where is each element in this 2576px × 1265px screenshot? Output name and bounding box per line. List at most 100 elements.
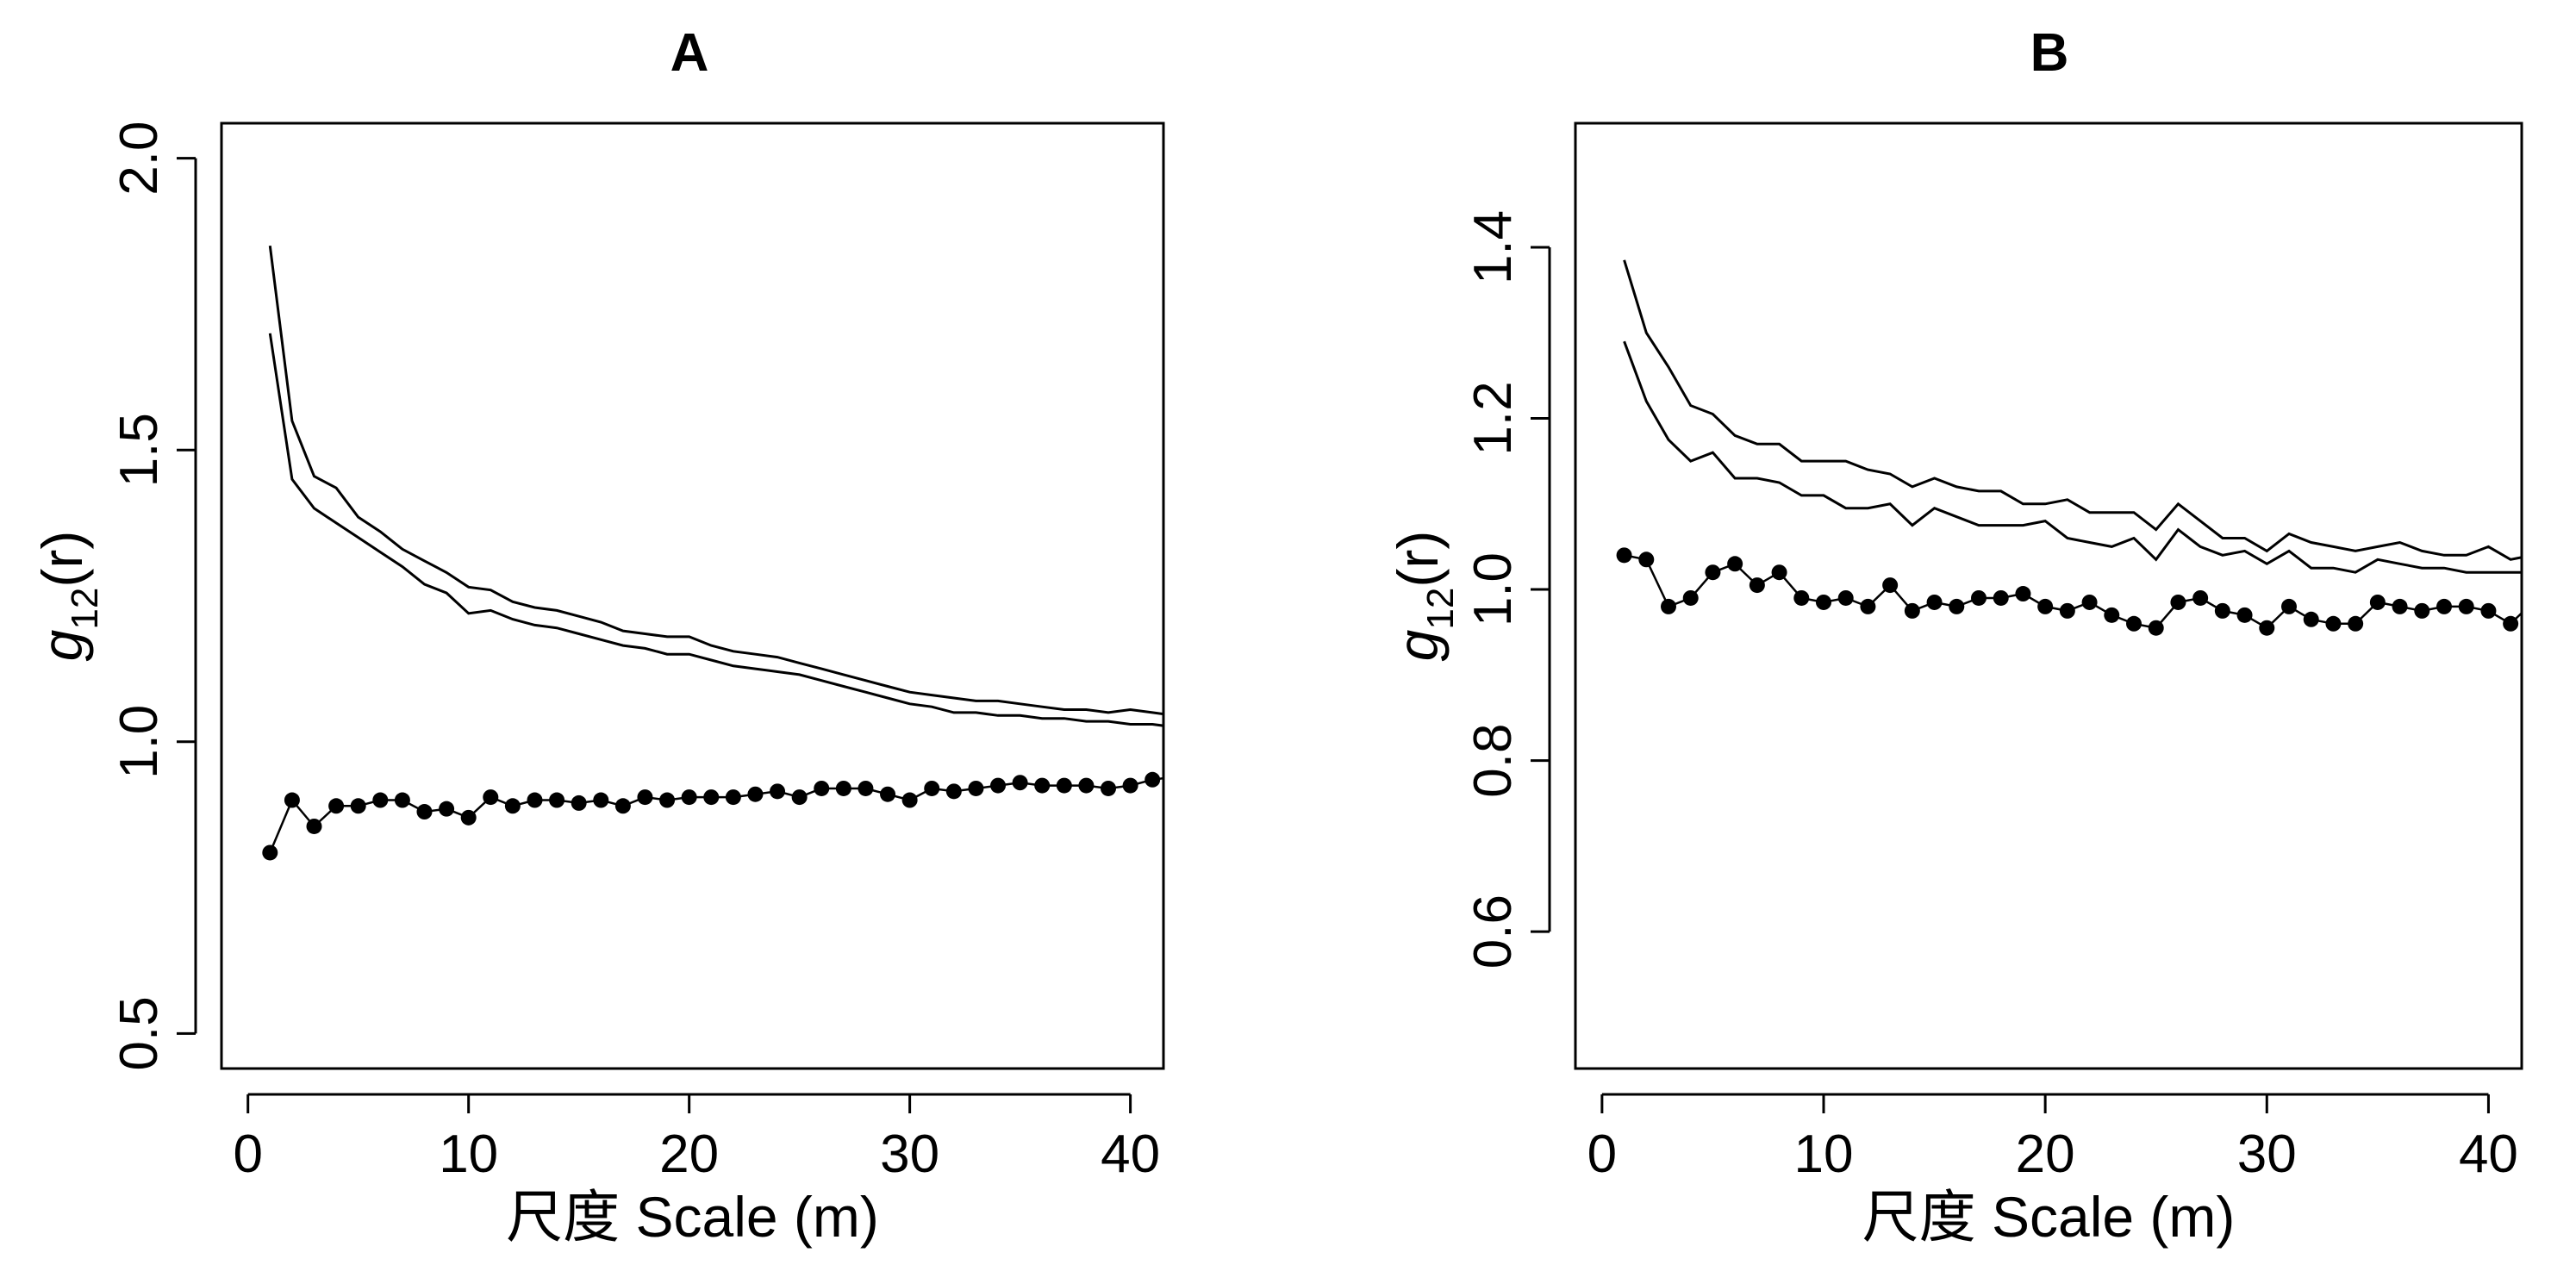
- observed-point: [747, 786, 764, 802]
- observed-point: [659, 792, 676, 808]
- plot-frame: [220, 122, 1165, 1070]
- observed-point: [814, 780, 830, 796]
- observed-point: [880, 786, 896, 802]
- observed-point: [1771, 564, 1787, 581]
- x-tick-label: 40: [1101, 1125, 1160, 1184]
- observed-point: [2458, 598, 2474, 614]
- observed-point: [1860, 598, 1876, 614]
- observed-point: [703, 789, 720, 806]
- x-tick-label: 40: [2459, 1125, 2518, 1184]
- observed-point: [483, 789, 499, 806]
- observed-point: [394, 792, 410, 808]
- observed-point: [1034, 777, 1051, 794]
- lower-envelope-line: [268, 333, 1163, 727]
- observed-point: [2503, 615, 2519, 632]
- upper-envelope-line: [1623, 259, 2522, 561]
- observed-point: [2081, 594, 2098, 610]
- panel-a: A 0 10 20 30 40 尺度 Scale (m) 0.5 1.0 1.5 2.0 g12(r): [30, 23, 1165, 1249]
- observed-point: [549, 792, 565, 808]
- chart-title: A: [671, 23, 709, 83]
- observed-point: [791, 789, 808, 806]
- observed-point: [372, 792, 389, 808]
- observed-point: [439, 801, 455, 817]
- observed-point: [2392, 598, 2408, 614]
- y-tick-label: 0.5: [109, 996, 169, 1070]
- observed-point: [1993, 589, 2009, 606]
- observed-point: [990, 777, 1007, 794]
- observed-point: [1749, 577, 1765, 594]
- observed-point: [1638, 551, 1655, 568]
- observed-point: [2436, 598, 2452, 614]
- y-axis: 0.5 1.0 1.5 2.0: [109, 122, 197, 1070]
- x-tick-label: 20: [659, 1125, 719, 1184]
- y-tick-label: 0.8: [1463, 724, 1523, 798]
- observed-point: [2037, 598, 2054, 614]
- observed-point: [1661, 598, 1676, 614]
- x-tick-label: 10: [439, 1125, 498, 1184]
- observed-point: [968, 780, 984, 796]
- observed-point: [1727, 556, 1743, 572]
- observed-point: [945, 783, 962, 800]
- observed-point: [2126, 615, 2142, 632]
- observed-point: [1012, 775, 1028, 791]
- observed-point: [1682, 589, 1699, 606]
- y-axis-label: g12(r): [1386, 531, 1462, 662]
- observed-point: [2214, 602, 2230, 619]
- y-axis: 0.6 0.8 1.0 1.2 1.4: [1463, 210, 1551, 969]
- y-tick-label: 1.0: [1463, 552, 1523, 626]
- observed-point: [924, 780, 940, 796]
- y-tick-label: 1.4: [1463, 210, 1523, 284]
- panel-b: B 0 10 20 30 40 尺度 Scale (m) 0.6 0.8 1.0 1.2 1.4 g12…: [1386, 23, 2523, 1249]
- observed-point: [681, 789, 697, 806]
- observed-point: [2236, 607, 2253, 623]
- observed-point: [2192, 589, 2209, 606]
- observed-point: [1882, 577, 1899, 594]
- plot-area: [262, 246, 1163, 861]
- observed-point: [2259, 620, 2275, 636]
- observed-point: [858, 780, 874, 796]
- observed-point: [328, 798, 345, 814]
- observed-point: [2369, 594, 2386, 610]
- x-tick-label: 0: [1587, 1125, 1617, 1184]
- y-tick-label: 1.2: [1463, 381, 1523, 455]
- y-axis-label: g12(r): [30, 531, 106, 662]
- lower-envelope-line: [1623, 340, 2522, 574]
- y-tick-label: 1.0: [109, 705, 169, 779]
- x-tick-label: 20: [2016, 1125, 2075, 1184]
- upper-envelope-line: [268, 246, 1163, 716]
- observed-point: [416, 804, 433, 820]
- y-tick-label: 2.0: [109, 122, 169, 196]
- observed-point: [2015, 586, 2031, 602]
- x-axis: 0 10 20 30 40: [233, 1093, 1160, 1184]
- y-tick-label: 0.6: [1463, 894, 1523, 969]
- observed-point: [284, 792, 300, 808]
- observed-point: [1122, 777, 1138, 794]
- observed-point: [1056, 777, 1072, 794]
- observed-point: [1793, 589, 1810, 606]
- observed-point: [2170, 594, 2186, 610]
- observed-point: [1145, 771, 1161, 788]
- observed-point: [2303, 611, 2319, 627]
- observed-point: [262, 844, 278, 861]
- observed-point: [2281, 598, 2297, 614]
- chart-title: B: [2030, 23, 2069, 83]
- x-tick-label: 0: [233, 1125, 262, 1184]
- x-tick-label: 30: [2237, 1125, 2297, 1184]
- observed-point: [1949, 598, 1965, 614]
- plot-frame: [1574, 122, 2523, 1070]
- observed-point: [504, 798, 521, 814]
- observed-point: [2059, 602, 2075, 619]
- observed-point: [460, 809, 477, 826]
- observed-point: [527, 792, 543, 808]
- observed-point: [2148, 620, 2164, 636]
- x-tick-label: 30: [880, 1125, 939, 1184]
- observed-point: [1971, 589, 1987, 606]
- observed-point: [725, 789, 741, 806]
- observed-point: [2480, 602, 2497, 619]
- observed-point: [2104, 607, 2120, 623]
- observed-point: [614, 798, 631, 814]
- x-axis-label: 尺度 Scale (m): [1862, 1185, 2236, 1249]
- observed-point: [1705, 564, 1721, 581]
- observed-point: [571, 795, 587, 811]
